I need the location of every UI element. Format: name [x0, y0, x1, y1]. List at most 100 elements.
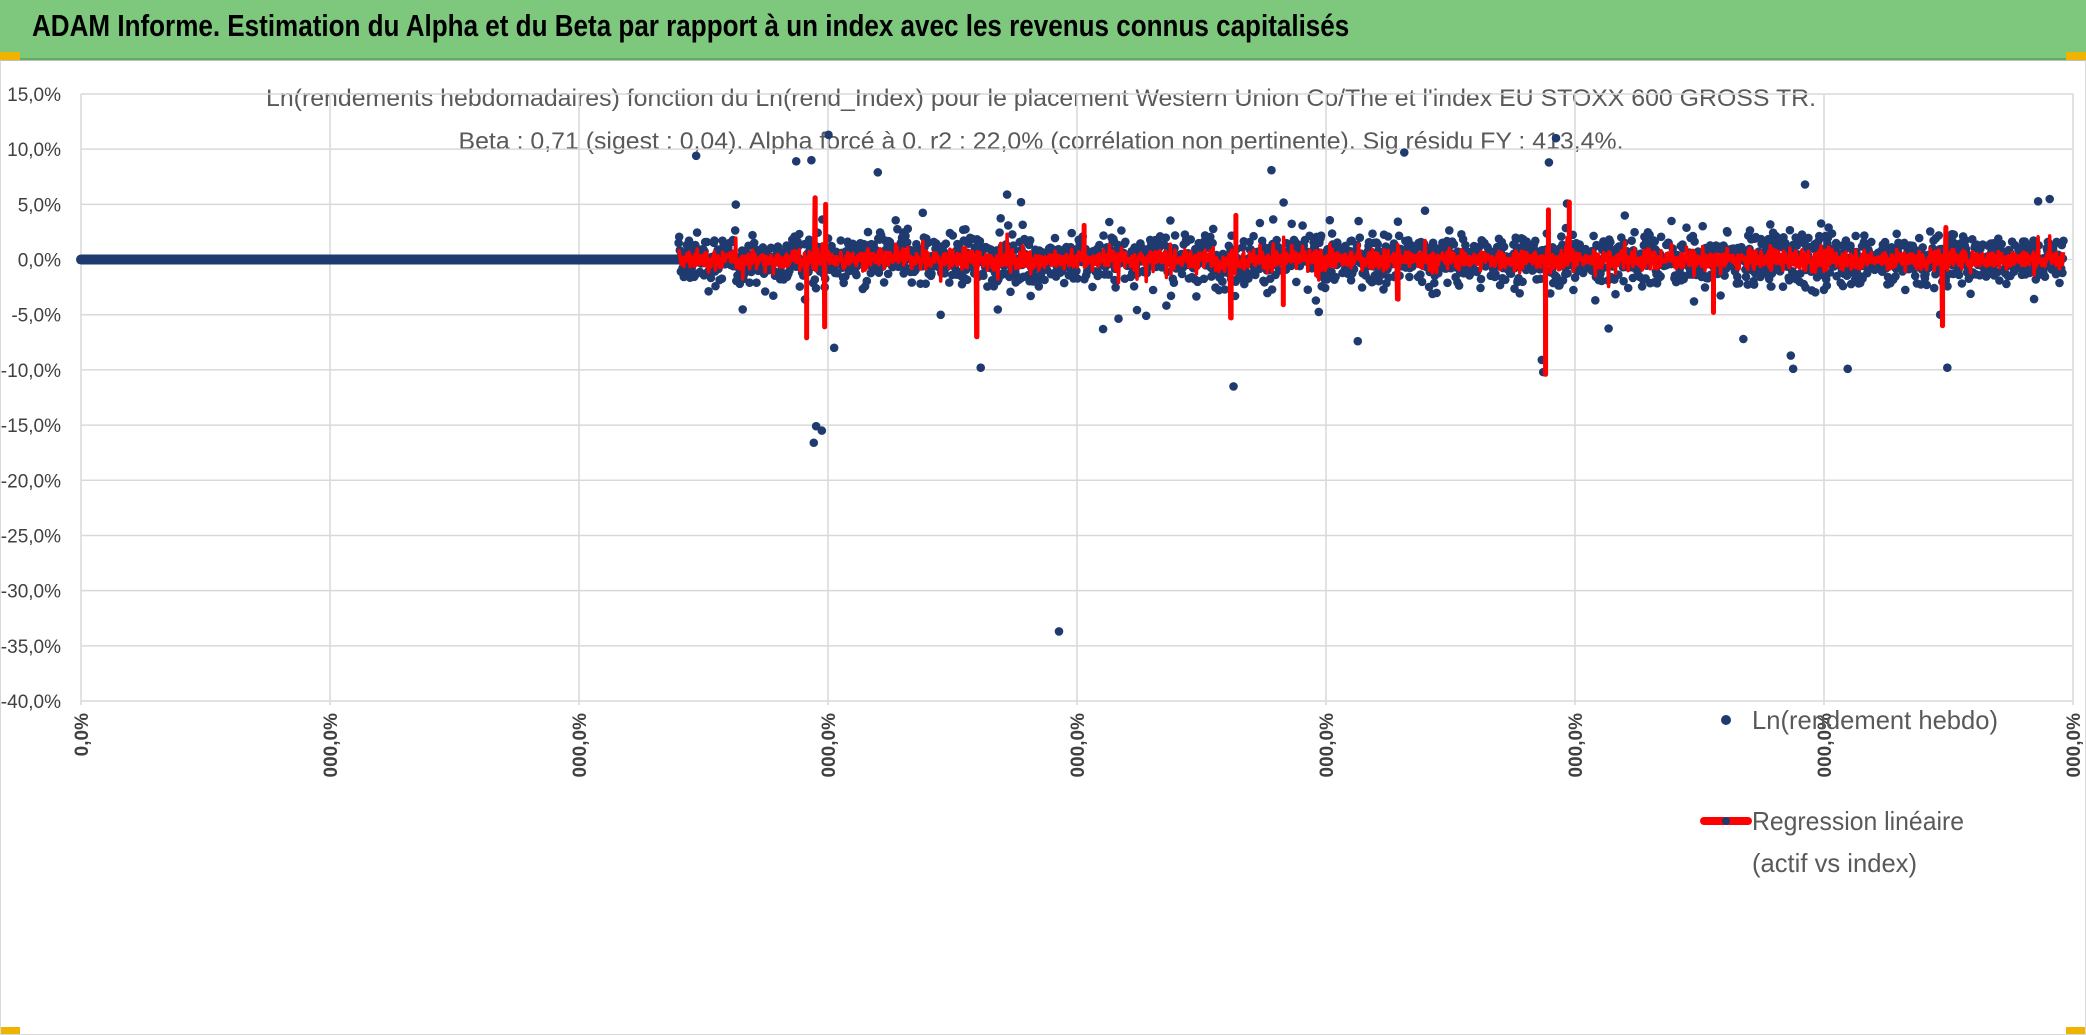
return-point — [1606, 237, 1615, 247]
return-point — [1141, 311, 1151, 321]
y-tick-label: -20,0% — [1, 471, 61, 492]
return-point — [1591, 296, 1600, 305]
return-point — [1105, 217, 1114, 227]
legend-point-marker — [1721, 715, 1731, 725]
return-point — [995, 228, 1004, 237]
return-point — [1303, 285, 1313, 294]
return-point — [1656, 232, 1666, 242]
return-point-outlier — [1267, 165, 1276, 175]
return-point — [1354, 216, 1363, 226]
return-point — [1827, 229, 1837, 238]
return-point — [1287, 219, 1296, 229]
return-point-outlier — [1098, 324, 1108, 334]
return-point — [1393, 217, 1403, 226]
return-point-outlier — [1943, 363, 1952, 373]
return-point — [1417, 277, 1427, 287]
return-point — [1804, 233, 1813, 243]
return-point — [1104, 270, 1113, 279]
return-point — [1320, 283, 1330, 293]
return-point — [2045, 194, 2054, 204]
return-point-outlier — [691, 151, 701, 161]
x-tick-label: 000,0% — [1815, 713, 1836, 778]
return-point — [679, 272, 689, 282]
return-point — [1860, 231, 1869, 240]
x-tick-label: 0,0% — [72, 713, 93, 756]
legend: Ln(rendement hebdo) Regression linéaire … — [1700, 705, 1998, 878]
return-point — [1199, 274, 1209, 284]
return-point — [1026, 291, 1035, 301]
return-point — [1499, 242, 1509, 252]
return-point — [862, 276, 872, 286]
return-point — [1630, 227, 1639, 237]
return-point — [1249, 231, 1258, 241]
return-point — [1925, 227, 1935, 236]
return-point — [1162, 301, 1171, 310]
return-point-outlier — [1229, 382, 1238, 391]
return-point — [1934, 231, 1944, 240]
return-point — [1623, 283, 1633, 293]
return-point — [730, 226, 740, 235]
return-point — [1443, 278, 1452, 288]
return-point — [1072, 266, 1081, 276]
return-point — [1268, 215, 1278, 224]
x-tick-label: 000,0% — [321, 713, 342, 778]
return-point — [752, 278, 761, 287]
return-point — [1656, 272, 1665, 281]
return-point — [879, 278, 889, 287]
return-point — [1954, 270, 1964, 280]
corner-marker-bottom-right — [2066, 1027, 2086, 1035]
return-point — [1416, 270, 1425, 279]
return-point-outlier — [1800, 180, 1810, 189]
return-point — [1169, 278, 1179, 287]
return-point — [1966, 289, 1975, 299]
y-tick-label: -10,0% — [1, 361, 61, 382]
y-axis-ticks: 15,0% 10,0% 5,0% 0,0% -5,0% -10,0% -15,0% -20,0… — [1, 85, 61, 713]
return-point — [1050, 233, 1060, 243]
return-point — [1892, 229, 1901, 239]
return-point — [1476, 283, 1485, 293]
return-point — [1454, 281, 1464, 290]
return-point — [1129, 282, 1139, 291]
return-point-outlier — [1016, 197, 1026, 207]
return-point — [1914, 233, 1924, 243]
return-point — [738, 305, 747, 314]
y-tick-label: -30,0% — [1, 582, 61, 603]
return-point-outlier — [1739, 334, 1748, 344]
return-point — [1476, 274, 1486, 284]
return-point — [1430, 278, 1439, 288]
return-point — [1073, 274, 1082, 283]
return-point — [1025, 236, 1035, 245]
return-point-outlier — [807, 155, 816, 165]
return-point — [1166, 216, 1175, 225]
return-point — [1383, 232, 1393, 241]
return-point — [1110, 275, 1119, 285]
return-point — [979, 271, 988, 280]
return-point — [684, 236, 694, 245]
return-point — [1811, 288, 1820, 297]
return-point-outlier — [976, 363, 986, 373]
return-point — [903, 224, 913, 234]
return-point — [1445, 226, 1454, 235]
return-point — [748, 230, 757, 240]
return-point — [710, 236, 719, 245]
return-point — [1563, 269, 1572, 278]
return-points — [674, 130, 2068, 636]
x-axis-ticks: 0,0% 000,0% 000,0% 000,0% 000,0% 000,0% 000,0%… — [72, 713, 2085, 778]
legend-label-regression-2: (actif vs index) — [1752, 848, 1917, 878]
y-tick-label: -40,0% — [1, 692, 61, 713]
return-point-outlier — [829, 343, 839, 353]
return-point — [745, 278, 754, 287]
report-banner: ADAM Informe. Estimation du Alpha et du … — [0, 0, 2086, 60]
report-title: ADAM Informe. Estimation du Alpha et du … — [32, 8, 1350, 43]
return-point — [1723, 228, 1732, 237]
return-point — [1161, 233, 1171, 242]
return-point — [1449, 240, 1459, 249]
legend-label-regression-1: Regression linéaire — [1752, 806, 1964, 836]
x-tick-label: 000,0% — [570, 713, 591, 778]
return-point — [945, 278, 954, 287]
return-point — [1420, 206, 1430, 215]
return-point — [1316, 231, 1326, 240]
return-point — [1689, 297, 1699, 306]
return-point — [1218, 277, 1227, 286]
return-point — [1891, 272, 1900, 281]
